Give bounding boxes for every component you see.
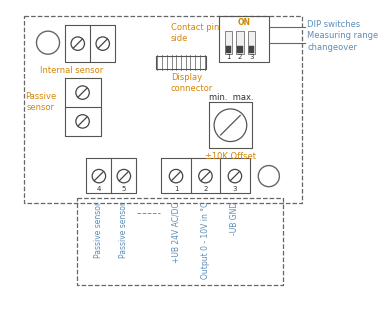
Text: Display
connector: Display connector xyxy=(171,73,213,93)
Text: 1: 1 xyxy=(174,186,178,193)
Circle shape xyxy=(96,37,109,50)
Bar xyxy=(236,31,244,54)
Bar xyxy=(237,46,243,53)
Bar xyxy=(248,31,255,54)
Text: Passive sensor: Passive sensor xyxy=(119,202,128,258)
Text: 1: 1 xyxy=(226,54,231,60)
Text: 5: 5 xyxy=(122,186,126,193)
Text: 3: 3 xyxy=(249,54,254,60)
Text: +UB 24V AC/DC: +UB 24V AC/DC xyxy=(172,202,181,263)
Circle shape xyxy=(199,169,212,183)
Text: 4: 4 xyxy=(97,186,101,193)
Bar xyxy=(225,31,232,54)
Text: Output 0 - 10V in °C: Output 0 - 10V in °C xyxy=(201,202,210,279)
Circle shape xyxy=(117,169,131,183)
Text: ±10K Offset: ±10K Offset xyxy=(205,152,256,161)
Circle shape xyxy=(76,115,89,128)
Text: 2: 2 xyxy=(238,54,242,60)
Text: Contact pin
side: Contact pin side xyxy=(171,24,219,43)
Text: -UB GND: -UB GND xyxy=(230,202,239,235)
Text: Passive
sensor: Passive sensor xyxy=(25,92,56,112)
Bar xyxy=(249,46,255,53)
Text: DIP switches
Measuring range
changeover: DIP switches Measuring range changeover xyxy=(307,20,378,52)
Circle shape xyxy=(228,169,242,183)
Circle shape xyxy=(76,86,89,99)
Circle shape xyxy=(92,169,106,183)
Text: Internal sensor: Internal sensor xyxy=(40,66,104,75)
Text: min.  max.: min. max. xyxy=(209,93,254,102)
Text: ON: ON xyxy=(237,18,250,27)
Text: 3: 3 xyxy=(233,186,237,193)
Circle shape xyxy=(169,169,183,183)
Text: 2: 2 xyxy=(203,186,208,193)
Text: Passive sensor: Passive sensor xyxy=(94,202,103,258)
Circle shape xyxy=(71,37,84,50)
Bar xyxy=(226,46,231,53)
